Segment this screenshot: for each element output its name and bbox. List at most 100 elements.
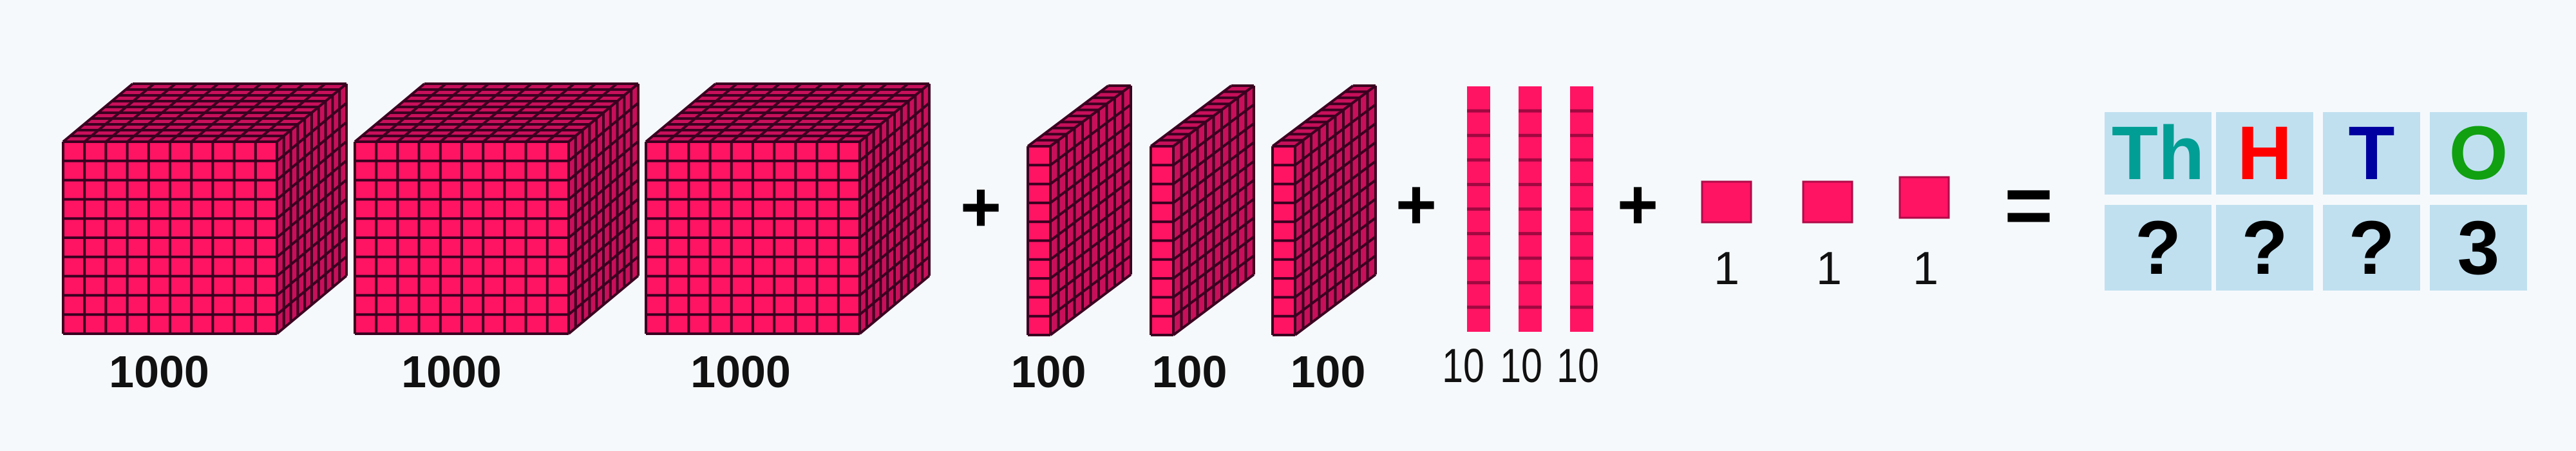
grid-line xyxy=(858,159,931,220)
grid-line xyxy=(1172,122,1255,186)
one-label: 1 xyxy=(1713,243,1740,294)
grid-line xyxy=(567,121,639,182)
one-label: 1 xyxy=(1815,243,1842,294)
header-hundreds: H xyxy=(2216,112,2313,195)
grid-line xyxy=(858,198,931,258)
grid-line xyxy=(1049,103,1132,166)
grid-line xyxy=(858,121,931,182)
grid-line xyxy=(276,255,348,316)
plus-sign: + xyxy=(960,168,1002,247)
grid-line xyxy=(858,274,931,335)
grid-line xyxy=(1294,84,1377,148)
grid-line xyxy=(1049,160,1132,223)
grid-line xyxy=(567,236,639,296)
grid-line xyxy=(276,82,348,143)
grid-line xyxy=(567,140,639,200)
grid-line xyxy=(858,217,931,278)
grid-line xyxy=(567,255,639,316)
grid-line xyxy=(1049,178,1132,242)
value-ones: 3 xyxy=(2430,205,2527,291)
grid-line xyxy=(1294,235,1377,298)
grid-line xyxy=(1294,198,1377,261)
header-tens: T xyxy=(2323,112,2420,195)
grid-line xyxy=(276,159,348,220)
grid-line xyxy=(858,140,931,200)
grid-line xyxy=(276,102,348,162)
unit-cube xyxy=(1899,176,1950,219)
grid-line xyxy=(567,274,639,335)
grid-line xyxy=(276,121,348,182)
grid-line xyxy=(1294,103,1377,166)
thousand-cube xyxy=(645,82,931,335)
grid-line xyxy=(1294,216,1377,280)
grid-line xyxy=(858,178,931,239)
grid-line xyxy=(276,140,348,200)
plus-sign: + xyxy=(1616,165,1659,244)
grid-line xyxy=(1172,216,1255,280)
grid-line xyxy=(276,178,348,239)
grid-line xyxy=(1049,216,1132,280)
grid-line xyxy=(1049,84,1132,148)
grid-line xyxy=(1294,178,1377,242)
grid-line xyxy=(1172,235,1255,298)
grid-line xyxy=(1172,84,1255,148)
value-tens: ? xyxy=(2323,205,2420,291)
thousand-label: 1000 xyxy=(401,347,502,397)
grid-line xyxy=(1172,178,1255,242)
grid-line xyxy=(1049,235,1132,298)
thousand-label: 1000 xyxy=(690,347,791,397)
grid-line xyxy=(1294,254,1377,318)
hundred-label: 100 xyxy=(1290,347,1366,397)
thousand-label: 1000 xyxy=(109,347,209,397)
header-ones: O xyxy=(2430,112,2527,195)
ten-rod xyxy=(1519,86,1542,332)
grid-line xyxy=(1172,273,1255,336)
grid-line xyxy=(1294,122,1377,186)
unit-cube xyxy=(1701,180,1752,224)
grid-line xyxy=(858,236,931,296)
ten-rod xyxy=(1467,86,1490,332)
grid-line xyxy=(1294,160,1377,223)
ten-label: 10 xyxy=(1500,339,1542,392)
grid-line xyxy=(1172,160,1255,223)
one-label: 1 xyxy=(1912,243,1939,294)
grid-line xyxy=(276,217,348,278)
grid-line xyxy=(276,274,348,335)
thousand-cube xyxy=(62,82,348,335)
grid-line xyxy=(567,217,639,278)
grid-line xyxy=(1172,141,1255,204)
grid-line xyxy=(276,198,348,258)
grid-line xyxy=(276,236,348,296)
value-thousands: ? xyxy=(2105,205,2211,291)
grid-line xyxy=(1172,198,1255,261)
thousand-cube xyxy=(354,82,639,335)
grid-line xyxy=(858,82,931,143)
grid-line xyxy=(567,178,639,239)
grid-line xyxy=(1049,122,1132,186)
hundred-label: 100 xyxy=(1151,347,1227,397)
grid-line xyxy=(1172,254,1255,318)
grid-line xyxy=(567,102,639,162)
grid-line xyxy=(1049,254,1132,318)
grid-line xyxy=(1049,198,1132,261)
unit-cube xyxy=(1802,180,1853,224)
value-hundreds: ? xyxy=(2216,205,2313,291)
hundred-flat xyxy=(1027,84,1132,336)
plus-sign: + xyxy=(1395,165,1437,244)
grid-line xyxy=(858,102,931,162)
grid-line xyxy=(1294,273,1377,336)
ten-rod xyxy=(1570,86,1593,332)
grid-line xyxy=(567,198,639,258)
equals-sign: = xyxy=(2004,158,2053,252)
hundred-label: 100 xyxy=(1010,347,1086,397)
hundred-flat xyxy=(1271,84,1377,336)
hundred-flat xyxy=(1150,84,1255,336)
grid-line xyxy=(1049,141,1132,204)
grid-line xyxy=(858,255,931,316)
grid-line xyxy=(567,159,639,220)
grid-line xyxy=(1172,103,1255,166)
ten-label: 10 xyxy=(1442,339,1484,392)
grid-line xyxy=(1294,141,1377,204)
header-thousands: Th xyxy=(2105,112,2211,195)
